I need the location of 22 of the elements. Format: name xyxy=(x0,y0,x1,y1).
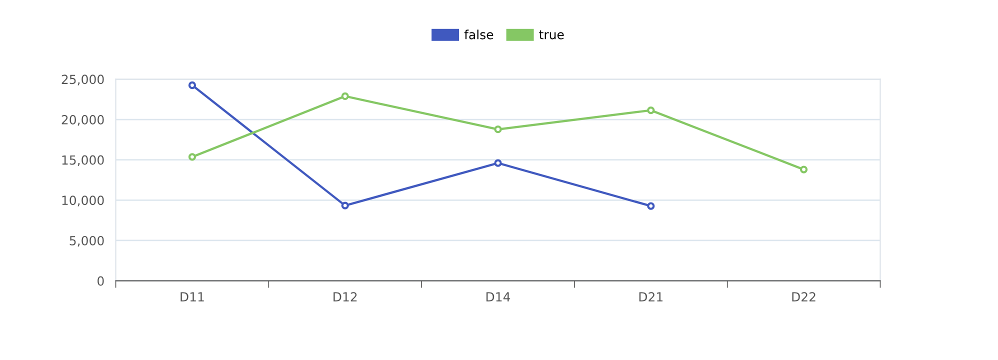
legend-label: true xyxy=(539,30,564,40)
x-tick-label: D21 xyxy=(639,292,663,302)
point xyxy=(800,166,808,174)
point xyxy=(341,202,349,210)
x-tick-label: D11 xyxy=(180,292,204,302)
point xyxy=(494,159,502,167)
y-tick-label: 0 xyxy=(98,276,104,286)
legend-label: false xyxy=(464,30,494,40)
x-tick-label: D14 xyxy=(486,292,510,302)
x-tick-label: D12 xyxy=(334,292,357,302)
y-tick-label: 5,000 xyxy=(70,236,104,247)
point xyxy=(647,202,655,210)
y-tick-label: 25,000 xyxy=(62,74,104,86)
y-tick-label: 15,000 xyxy=(62,155,104,166)
point xyxy=(188,81,196,90)
y-tick-label: 20,000 xyxy=(62,114,104,126)
point xyxy=(494,126,502,134)
point xyxy=(341,92,349,100)
x-tick-label: D22 xyxy=(792,292,816,302)
y-tick-label: 10,000 xyxy=(62,196,104,206)
point xyxy=(647,106,655,114)
point xyxy=(188,153,196,161)
